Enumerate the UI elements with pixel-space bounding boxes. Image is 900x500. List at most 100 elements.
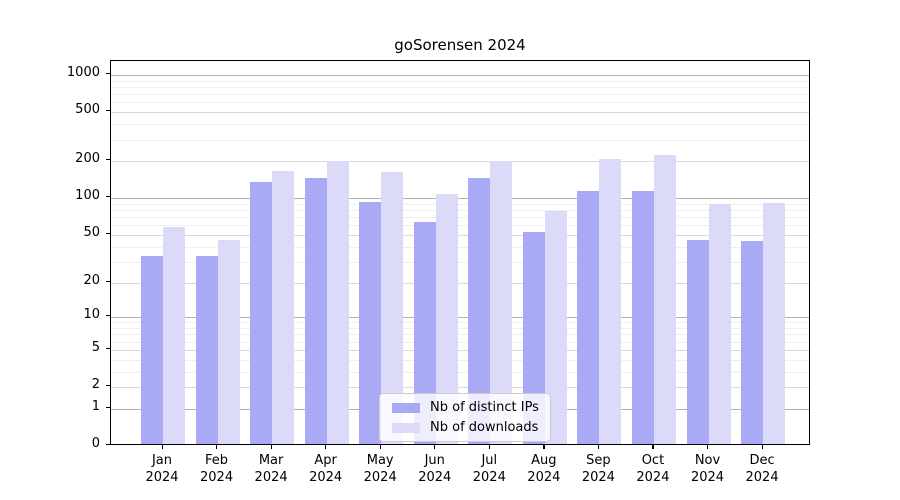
plot-area: Nb of distinct IPs Nb of downloads — [110, 60, 810, 445]
bar-distinct-ips-jan — [141, 256, 163, 444]
bar-downloads-jun — [435, 194, 458, 444]
y-axis-label: 0 — [91, 436, 100, 451]
gridline-minor — [111, 341, 809, 343]
gridline — [111, 112, 809, 114]
x-axis-label-sep: Sep 2024 — [581, 453, 615, 485]
bar-distinct-ips-feb — [195, 256, 218, 444]
bar-downloads-jul — [490, 161, 513, 444]
gridline-minor — [111, 246, 809, 248]
x-axis-label-dec: Dec 2024 — [745, 453, 779, 485]
y-axis-tick — [106, 347, 110, 349]
y-axis-label: 2 — [91, 377, 100, 392]
x-axis-label-mar: Mar 2024 — [254, 453, 288, 485]
y-axis-tick — [106, 110, 110, 112]
bar-downloads-feb — [217, 239, 240, 444]
gridline-minor — [111, 334, 809, 336]
y-axis-tick — [106, 196, 110, 198]
gridline-minor — [111, 328, 809, 329]
bar-downloads-sep — [599, 159, 622, 444]
x-axis-tick — [761, 445, 763, 449]
gridline-minor — [111, 371, 809, 373]
gridline-minor — [111, 210, 809, 212]
gridline-minor — [111, 86, 809, 88]
bar-downloads-apr — [326, 160, 349, 444]
x-axis-tick — [216, 445, 218, 449]
x-axis-tick — [379, 445, 381, 449]
y-axis-tick — [106, 159, 110, 161]
gridline — [111, 349, 809, 351]
legend-item: Nb of downloads — [388, 420, 542, 435]
bar-distinct-ips-oct — [631, 190, 654, 444]
y-axis-label: 10 — [83, 307, 100, 323]
x-axis-tick — [161, 445, 163, 449]
bar-distinct-ips-may — [359, 202, 382, 444]
bar-distinct-ips-jun — [413, 221, 436, 444]
y-axis-tick — [106, 232, 110, 235]
chart-title: goSorensen 2024 — [394, 36, 526, 54]
y-axis-tick — [106, 315, 110, 317]
gridline-minor — [111, 322, 809, 324]
y-axis-tick — [106, 280, 110, 282]
x-axis-tick — [270, 445, 272, 449]
bar-downloads-dec — [763, 202, 786, 444]
bar-distinct-ips-apr — [304, 177, 327, 444]
gridline — [111, 387, 809, 388]
bar-downloads-may — [381, 172, 404, 444]
x-axis-label-jul: Jul 2024 — [472, 453, 506, 485]
gridline — [111, 161, 809, 163]
gridline-minor — [111, 203, 809, 205]
gridline-minor — [111, 102, 809, 104]
legend-swatch-downloads — [392, 422, 420, 433]
bar-distinct-ips-dec — [741, 240, 764, 444]
x-axis-label-nov: Nov 2024 — [690, 453, 725, 485]
bar-distinct-ips-aug — [522, 231, 545, 444]
bar-downloads-oct — [653, 155, 676, 444]
bar-distinct-ips-mar — [250, 182, 273, 444]
gridline-minor — [111, 80, 809, 82]
y-axis-label: 50 — [83, 224, 100, 240]
x-axis-tick — [488, 445, 490, 449]
bar-downloads-mar — [272, 170, 295, 444]
y-axis-tick — [106, 385, 110, 387]
legend-label: Nb of distinct IPs — [430, 400, 539, 415]
gridline — [111, 282, 809, 284]
y-axis-tick — [106, 444, 110, 446]
x-axis-label-jan: Jan 2024 — [145, 453, 179, 485]
x-axis-label-may: May 2024 — [363, 453, 397, 485]
x-axis-tick — [543, 445, 545, 449]
bar-distinct-ips-sep — [577, 190, 600, 444]
gridline-minor — [111, 217, 809, 219]
gridline-major — [111, 74, 809, 76]
x-axis-tick — [597, 445, 600, 449]
y-axis-tick — [106, 406, 110, 408]
gridline-minor — [111, 225, 809, 227]
legend-swatch-distinct-ips — [392, 402, 420, 413]
bar-downloads-jan — [163, 226, 185, 444]
x-axis-label-apr: Apr 2024 — [309, 453, 343, 485]
x-axis-tick — [652, 445, 654, 449]
gridline-minor — [111, 139, 809, 141]
y-axis-label: 500 — [75, 102, 100, 118]
gridline-major — [111, 198, 809, 200]
x-axis-label-aug: Aug 2024 — [527, 453, 561, 485]
bar-distinct-ips-nov — [686, 239, 709, 444]
gridline-major — [111, 317, 809, 319]
gridline-minor — [111, 261, 809, 263]
y-axis-label: 100 — [75, 188, 100, 204]
gridline-minor — [111, 94, 809, 96]
x-axis-tick — [325, 445, 327, 449]
gridline-minor — [111, 124, 809, 126]
bar-distinct-ips-jul — [468, 178, 491, 444]
gridline — [111, 234, 809, 236]
y-axis-tick — [106, 72, 110, 75]
y-axis-label: 200 — [75, 151, 100, 167]
x-axis-tick — [434, 445, 436, 449]
x-axis-tick — [707, 445, 709, 449]
bar-downloads-nov — [708, 204, 731, 444]
legend-label: Nb of downloads — [430, 420, 539, 435]
bar-downloads-aug — [544, 211, 567, 444]
y-axis-label: 1000 — [66, 64, 100, 80]
x-axis-label-oct: Oct 2024 — [636, 453, 670, 485]
gridline-minor — [111, 359, 809, 361]
